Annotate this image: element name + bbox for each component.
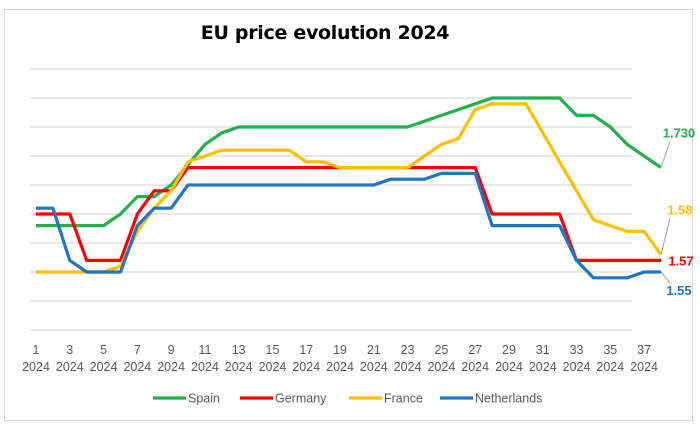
data-label-netherlands: 1.55 <box>666 283 691 298</box>
x-tick-label-year: 2024 <box>326 360 354 374</box>
legend-label: Netherlands <box>475 392 542 406</box>
x-tick-label: 5 <box>100 343 107 357</box>
x-tick-label: 35 <box>603 343 617 357</box>
label-leaders <box>660 141 671 284</box>
x-tick-label-year: 2024 <box>191 360 219 374</box>
x-tick-label-year: 2024 <box>157 360 185 374</box>
data-label-germany: 1.57 <box>668 253 693 268</box>
x-tick-label: 13 <box>232 343 246 357</box>
x-tick-label-year: 2024 <box>596 360 624 374</box>
x-tick-label: 11 <box>198 343 211 357</box>
x-tick-label-year: 2024 <box>394 360 422 374</box>
x-tick-label: 27 <box>468 343 482 357</box>
x-tick-label-year: 2024 <box>22 360 50 374</box>
data-label-spain: 1.730 <box>663 126 696 141</box>
x-tick-label: 33 <box>570 343 584 357</box>
data-label-france: 1.58 <box>667 203 692 218</box>
x-tick-label-year: 2024 <box>630 360 658 374</box>
data-labels: 1.730 1.57 1.58 1.55 <box>663 126 696 298</box>
x-tick-label: 31 <box>536 343 550 357</box>
legend-item-spain: Spain <box>153 392 220 406</box>
x-tick-label: 17 <box>299 343 313 357</box>
x-tick-label-year: 2024 <box>56 360 84 374</box>
x-tick-label: 29 <box>502 343 516 357</box>
legend-label: Spain <box>188 392 220 406</box>
x-tick-label: 3 <box>66 343 73 357</box>
chart-title: EU price evolution 2024 <box>200 22 450 44</box>
series-line-france <box>36 102 663 274</box>
x-tick-label-year: 2024 <box>292 360 320 374</box>
series-lines <box>36 96 663 280</box>
series-line-netherlands <box>36 171 661 280</box>
leader-line <box>660 271 671 284</box>
x-tick-label: 25 <box>434 343 448 357</box>
x-axis-ticks: 1 2024 3 2024 5 2024 7 2024 9 2024 11 2024 13 2024 15 2… <box>22 343 658 374</box>
x-tick-label-year: 2024 <box>360 360 388 374</box>
legend-item-germany: Germany <box>240 392 327 406</box>
x-tick-label-year: 2024 <box>427 360 455 374</box>
legend-label: Germany <box>275 392 327 406</box>
x-tick-label-year: 2024 <box>495 360 523 374</box>
x-tick-label: 21 <box>367 343 381 357</box>
x-tick-label-year: 2024 <box>225 360 253 374</box>
legend-item-france: France <box>349 392 423 406</box>
leader-line <box>660 218 671 255</box>
x-tick-label: 15 <box>266 343 280 357</box>
series-line-spain <box>36 96 662 228</box>
gridlines <box>30 68 632 331</box>
x-tick-label: 9 <box>168 343 175 357</box>
legend-label: France <box>384 392 423 406</box>
x-tick-label-year: 2024 <box>529 360 557 374</box>
leader-line <box>660 141 671 168</box>
x-tick-label-year: 2024 <box>461 360 489 374</box>
x-tick-label-year: 2024 <box>90 360 118 374</box>
x-tick-label: 37 <box>637 343 651 357</box>
legend-item-netherlands: Netherlands <box>440 392 542 406</box>
x-tick-label: 7 <box>134 343 141 357</box>
x-tick-label: 19 <box>333 343 347 357</box>
x-tick-label: 1 <box>33 343 40 357</box>
legend: Spain Germany France Netherlands <box>153 392 542 406</box>
x-tick-label-year: 2024 <box>259 360 287 374</box>
x-tick-label: 23 <box>401 343 415 357</box>
x-tick-label-year: 2024 <box>563 360 591 374</box>
x-tick-label-year: 2024 <box>123 360 151 374</box>
